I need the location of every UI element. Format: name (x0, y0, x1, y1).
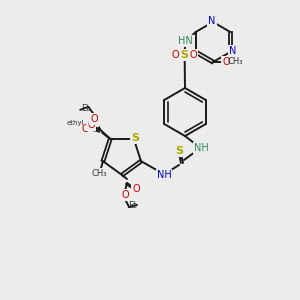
Text: CH₃: CH₃ (227, 58, 243, 67)
Text: HN: HN (178, 36, 193, 46)
Text: O: O (132, 184, 140, 194)
Text: O: O (81, 124, 89, 134)
Text: ethyl: ethyl (66, 120, 84, 126)
Text: O: O (87, 120, 95, 130)
Text: N: N (229, 46, 236, 56)
Text: CH₃: CH₃ (91, 169, 107, 178)
Text: NH: NH (157, 170, 171, 180)
Text: N: N (208, 16, 216, 26)
Text: S: S (181, 50, 189, 60)
Text: O: O (121, 190, 129, 200)
Text: O: O (90, 114, 98, 124)
Text: NH: NH (194, 143, 208, 153)
Text: O: O (190, 50, 197, 60)
Text: Et: Et (81, 104, 89, 113)
Text: O: O (172, 50, 179, 60)
Text: S: S (131, 133, 139, 143)
Text: S: S (175, 146, 183, 156)
Text: Et: Et (128, 202, 136, 211)
Text: O: O (222, 57, 230, 67)
Text: O: O (90, 116, 98, 126)
